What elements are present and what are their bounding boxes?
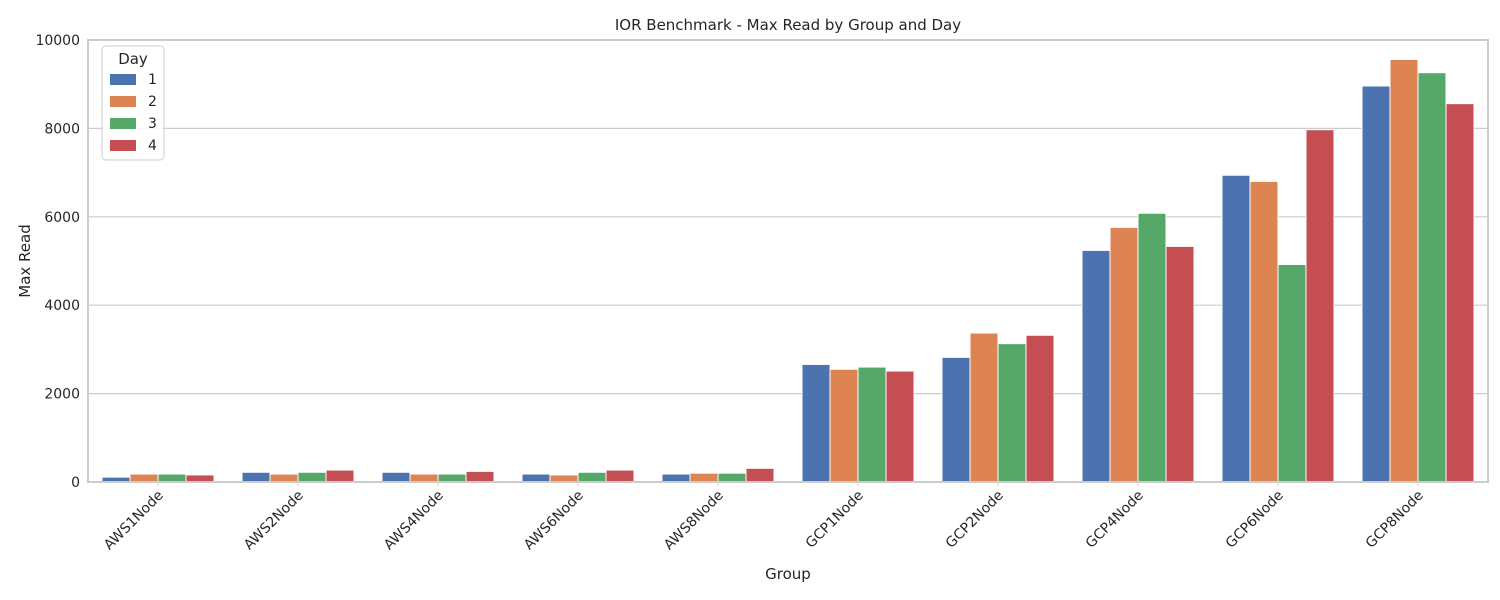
bar-day2-AWS2Node	[269, 473, 299, 483]
bar-day1-AWS4Node	[381, 471, 411, 483]
bar-day3-GCP4Node	[1137, 212, 1167, 483]
y-axis-label: Max Read	[16, 224, 34, 297]
bar-day1-AWS8Node	[661, 473, 691, 483]
bar-day4-GCP4Node	[1165, 245, 1195, 483]
bar-day1-GCP8Node	[1361, 85, 1391, 483]
bar-day4-GCP8Node	[1445, 103, 1475, 483]
bar-day3-GCP2Node	[997, 343, 1027, 483]
bar-day1-GCP2Node	[941, 356, 971, 483]
legend-swatch-day4	[110, 140, 136, 151]
bar-day2-AWS1Node	[129, 473, 159, 483]
x-tick-label: AWS6Node	[521, 488, 587, 554]
bar-day2-GCP8Node	[1389, 58, 1419, 483]
legend-swatch-day3	[110, 118, 136, 129]
legend-label-day2: 2	[148, 94, 157, 110]
x-tick-label: GCP1Node	[803, 488, 867, 552]
bar-day4-GCP1Node	[885, 370, 915, 483]
bar-day2-GCP1Node	[829, 368, 859, 483]
bar-day2-GCP4Node	[1109, 226, 1139, 483]
bar-day4-AWS2Node	[325, 469, 355, 483]
bar-day3-AWS8Node	[717, 472, 747, 483]
bar-day2-GCP2Node	[969, 332, 999, 483]
bar-day4-AWS8Node	[745, 467, 775, 483]
y-tick-label: 10000	[35, 33, 80, 49]
chart-title: IOR Benchmark - Max Read by Group and Da…	[615, 16, 961, 34]
x-axis-label: Group	[765, 565, 811, 583]
bar-day3-AWS6Node	[577, 471, 607, 483]
y-tick-label: 4000	[44, 298, 80, 314]
bar-day2-AWS6Node	[549, 474, 579, 483]
bar-day1-GCP4Node	[1081, 249, 1111, 483]
x-tick-label: GCP2Node	[943, 488, 1007, 552]
x-tick-label: AWS8Node	[661, 488, 727, 554]
legend-title: Day	[118, 50, 148, 68]
x-tick-label: AWS4Node	[381, 488, 447, 554]
plot-frame	[87, 39, 1489, 483]
bar-day1-GCP1Node	[801, 363, 831, 483]
x-tick-label: AWS2Node	[241, 488, 307, 554]
bars	[101, 58, 1475, 483]
bar-day1-AWS2Node	[241, 471, 271, 483]
bar-day4-GCP2Node	[1025, 334, 1055, 483]
bar-day4-AWS1Node	[185, 474, 215, 483]
legend-swatch-day2	[110, 96, 136, 107]
bar-day3-GCP8Node	[1417, 72, 1447, 483]
bar-day4-AWS4Node	[465, 470, 495, 483]
bar-day2-AWS4Node	[409, 473, 439, 483]
bar-day4-GCP6Node	[1305, 129, 1335, 483]
x-tick-label: GCP4Node	[1083, 488, 1147, 552]
bar-day2-GCP6Node	[1249, 180, 1279, 483]
x-tick-label: GCP6Node	[1223, 488, 1287, 552]
bar-day4-AWS6Node	[605, 469, 635, 483]
x-tick-labels: AWS1Node AWS2Node AWS4Node AWS6Node AWS8Node…	[101, 482, 1427, 553]
y-tick-labels: 0 2000 4000 6000 8000 10000	[35, 33, 80, 491]
bar-day3-GCP6Node	[1277, 264, 1307, 483]
bar-day3-AWS2Node	[297, 471, 327, 483]
x-tick-label: GCP8Node	[1363, 488, 1427, 552]
bar-day1-GCP6Node	[1221, 174, 1251, 483]
y-tick-label: 6000	[44, 210, 80, 226]
bar-day3-GCP1Node	[857, 366, 887, 483]
bar-day2-AWS8Node	[689, 472, 719, 483]
legend-label-day4: 4	[148, 138, 157, 154]
bar-day3-AWS4Node	[437, 473, 467, 483]
x-tick-label: AWS1Node	[101, 488, 167, 554]
legend-label-day3: 3	[148, 116, 157, 132]
bar-day3-AWS1Node	[157, 473, 187, 483]
y-tick-label: 8000	[44, 121, 80, 137]
bar-day1-AWS6Node	[521, 473, 551, 483]
y-tick-label: 0	[71, 475, 80, 491]
legend-swatch-day1	[110, 74, 136, 85]
y-tick-label: 2000	[44, 387, 80, 403]
legend-label-day1: 1	[148, 72, 157, 88]
